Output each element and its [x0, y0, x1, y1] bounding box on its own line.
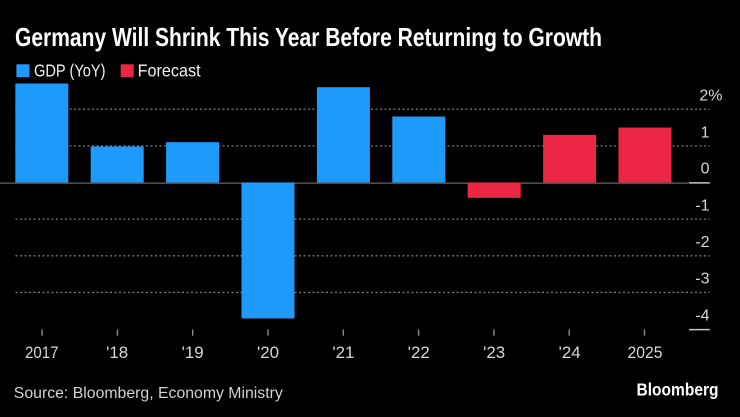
svg-text:Source: Bloomberg, Economy Min: Source: Bloomberg, Economy Ministry: [14, 385, 283, 402]
svg-text:0: 0: [701, 161, 710, 178]
svg-text:1: 1: [701, 125, 710, 142]
svg-text:'23: '23: [483, 344, 505, 362]
svg-text:Bloomberg: Bloomberg: [637, 380, 719, 400]
svg-text:GDP (YoY): GDP (YoY): [34, 61, 106, 81]
svg-text:-1: -1: [695, 197, 709, 214]
svg-text:Germany Will Shrink This Year: Germany Will Shrink This Year Before Ret…: [15, 22, 602, 52]
svg-text:'19: '19: [182, 344, 204, 362]
svg-text:-2: -2: [695, 234, 709, 251]
svg-text:2%: 2%: [699, 87, 722, 104]
svg-text:2025: 2025: [628, 344, 663, 362]
svg-text:'18: '18: [106, 344, 128, 362]
svg-text:-3: -3: [695, 271, 709, 288]
svg-text:'20: '20: [257, 344, 279, 362]
svg-text:'22: '22: [408, 344, 430, 362]
svg-text:2017: 2017: [25, 344, 59, 362]
svg-text:'24: '24: [559, 344, 581, 362]
svg-text:Forecast: Forecast: [138, 61, 201, 81]
svg-text:'21: '21: [332, 344, 354, 362]
svg-text:-4: -4: [695, 308, 709, 325]
